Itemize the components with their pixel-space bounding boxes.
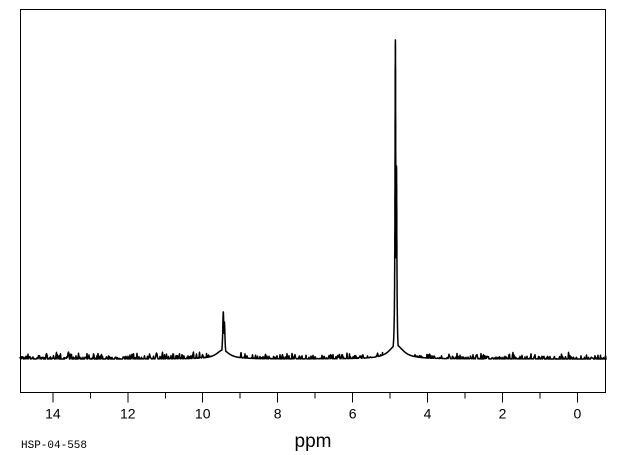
svg-text:12: 12 (120, 406, 136, 422)
svg-text:6: 6 (349, 406, 357, 422)
svg-text:14: 14 (45, 406, 61, 422)
svg-text:8: 8 (274, 406, 282, 422)
svg-text:2: 2 (499, 406, 507, 422)
svg-text:0: 0 (574, 406, 582, 422)
svg-text:ppm: ppm (295, 431, 332, 452)
svg-text:4: 4 (424, 406, 432, 422)
svg-text:10: 10 (195, 406, 211, 422)
svg-text:HSP-04-558: HSP-04-558 (21, 440, 87, 452)
